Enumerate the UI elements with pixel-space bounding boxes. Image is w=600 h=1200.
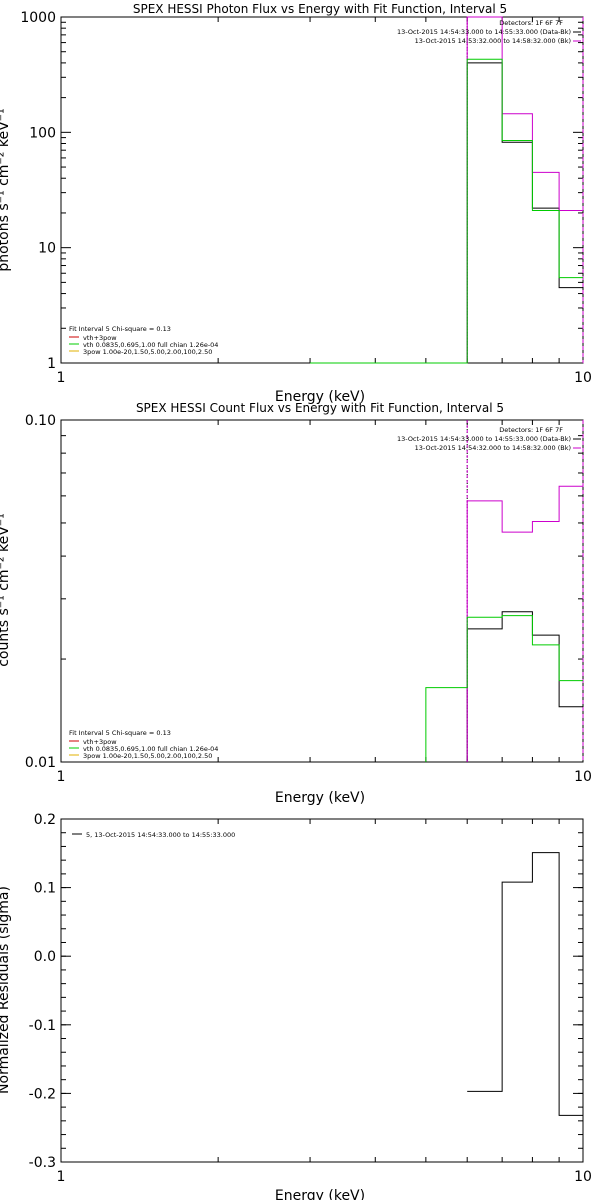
histogram-series (466, 62, 583, 363)
count-fit-total-label: vth+3pow (83, 738, 117, 746)
histogram-series (425, 615, 583, 762)
y-tick-label: 1000 (20, 10, 56, 26)
count-fit-vth-label: vth 0.0835,0.695,1.00 full chian 1.26e-0… (83, 745, 218, 753)
plot-frame (60, 818, 584, 1163)
count-x-axis-label: Energy (keV) (275, 790, 365, 806)
photon-y-axis-label: photons s⁻¹ cm⁻² keV⁻¹ (0, 108, 12, 271)
photon-fit-3pow-label: 3pow 1.00e-20,1.50,5.00,2.00,100,2.50 (83, 348, 212, 356)
y-tick-label: 0.0 (34, 949, 56, 965)
residuals-y-axis-label: Normalized Residuals (sigma) (0, 886, 12, 1094)
count-y-axis-label: counts s⁻¹ cm⁻² keV⁻¹ (0, 513, 12, 667)
photon-flux-title: SPEX HESSI Photon Flux vs Energy with Fi… (133, 2, 507, 16)
y-tick-label: -0.3 (29, 1155, 56, 1171)
y-tick-label: -0.1 (29, 1018, 56, 1034)
count-detectors-label: Detectors: 1F 6F 7F (499, 426, 563, 434)
photon-flux-panel: SPEX HESSI Photon Flux vs Energy with Fi… (0, 2, 592, 405)
residuals-axes: 1 10 0.2 0.1 0.0 -0.1 -0.2 -0.3 (29, 812, 592, 1185)
count-flux-data (425, 420, 584, 762)
photon-fit-vth-label: vth 0.0835,0.695,1.00 full chian 1.26e-0… (83, 341, 218, 349)
residuals-data (467, 852, 583, 1116)
count-data-interval-label: 13-Oct-2015 14:54:33.000 to 14:55:33.000… (397, 435, 571, 443)
y-tick-label: 0.1 (34, 881, 56, 897)
histogram-series (310, 58, 583, 364)
count-fit-interval-label: Fit Interval 5 Chi-square = 0.13 (69, 729, 171, 737)
count-flux-title: SPEX HESSI Count Flux vs Energy with Fit… (136, 401, 504, 415)
residuals-panel: 1 10 0.2 0.1 0.0 -0.1 -0.2 -0.3 5, 13-Oct-2015 … (0, 812, 592, 1200)
y-tick-label: 0.10 (25, 413, 56, 429)
y-tick-label: 0.2 (34, 812, 56, 828)
x-tick-label: 10 (574, 1169, 592, 1185)
count-bk-interval-label: 13-Oct-2015 14:54:32.000 to 14:58:32.000… (415, 444, 571, 452)
histogram-series (466, 485, 583, 762)
photon-x-axis-label: Energy (keV) (275, 389, 365, 405)
plot-frame (60, 16, 584, 364)
y-tick-label: 1 (47, 356, 56, 372)
photon-fit-interval-label: Fit Interval 5 Chi-square = 0.13 (69, 325, 171, 333)
histogram-series (467, 852, 583, 1116)
plot-frame (60, 419, 584, 763)
count-fit-3pow-label: 3pow 1.00e-20,1.50,5.00,2.00,100,2.50 (83, 752, 212, 760)
x-tick-label: 10 (574, 370, 592, 386)
histogram-series (466, 611, 583, 762)
x-tick-label: 10 (574, 769, 592, 785)
photon-flux-data (310, 16, 584, 364)
residuals-legend-label: 5, 13-Oct-2015 14:54:33.000 to 14:55:33.… (86, 831, 235, 839)
count-flux-panel: SPEX HESSI Count Flux vs Energy with Fit… (0, 401, 592, 806)
y-tick-label: 100 (29, 125, 56, 141)
residuals-x-axis-label: Energy (keV) (275, 1188, 365, 1200)
x-tick-label: 1 (57, 769, 66, 785)
histogram-series (466, 16, 583, 363)
x-tick-label: 1 (57, 1169, 66, 1185)
photon-bk-interval-label: 13-Oct-2015 14:53:32.000 to 14:58:32.000… (415, 37, 571, 45)
photon-detectors-label: Detectors: 1F 6F 7F (499, 19, 563, 27)
y-tick-label: 10 (38, 241, 56, 257)
y-tick-label: -0.2 (29, 1086, 56, 1102)
photon-fit-total-label: vth+3pow (83, 334, 117, 342)
y-tick-label: 0.01 (25, 755, 56, 771)
photon-data-interval-label: 13-Oct-2015 14:54:33.000 to 14:55:33.000… (397, 28, 571, 36)
x-tick-label: 1 (57, 370, 66, 386)
